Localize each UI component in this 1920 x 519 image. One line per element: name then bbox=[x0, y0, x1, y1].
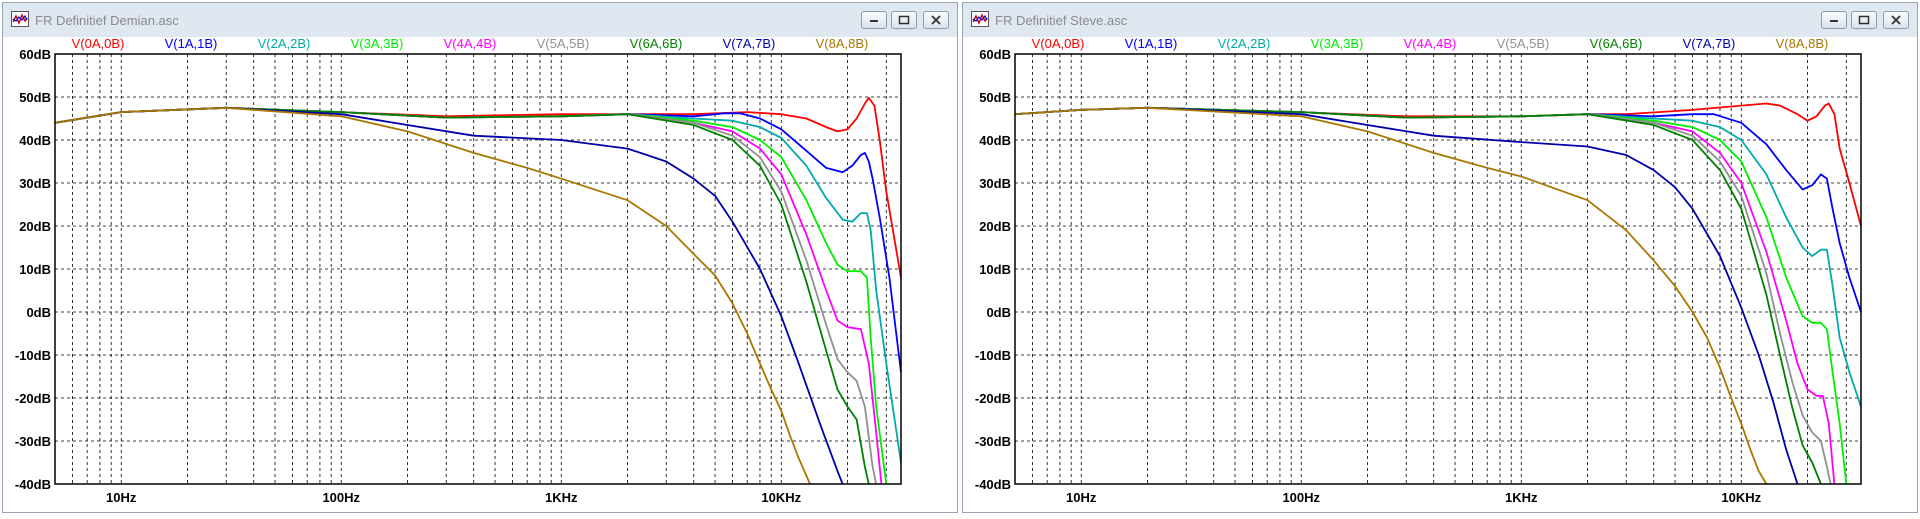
y-tick-label: -40dB bbox=[975, 477, 1011, 492]
y-tick-label: 50dB bbox=[979, 90, 1011, 105]
legend-entry[interactable]: V(3A,3B) bbox=[1311, 37, 1364, 51]
x-tick-label: 10KHz bbox=[1721, 490, 1761, 505]
series-line-0 bbox=[1014, 102, 1862, 227]
series-line-6 bbox=[54, 106, 870, 485]
series-line-7 bbox=[54, 106, 844, 485]
series-line-8 bbox=[54, 106, 811, 485]
y-tick-label: -20dB bbox=[975, 391, 1011, 406]
y-tick-label: -30dB bbox=[975, 434, 1011, 449]
x-tick-label: 10KHz bbox=[761, 490, 801, 505]
series-line-2 bbox=[54, 106, 902, 463]
series-group bbox=[1014, 102, 1862, 485]
legend-entry[interactable]: V(6A,6B) bbox=[1590, 37, 1643, 51]
legend-entry[interactable]: V(7A,7B) bbox=[1683, 37, 1736, 51]
waveform-app-icon bbox=[971, 11, 989, 27]
y-tick-label: 60dB bbox=[979, 47, 1011, 62]
y-tick-label: 10dB bbox=[979, 262, 1011, 277]
y-tick-label: 10dB bbox=[19, 262, 51, 277]
window-title: FR Definitief Demian.asc bbox=[35, 13, 179, 28]
x-tick-label: 1KHz bbox=[1505, 490, 1538, 505]
series-line-1 bbox=[1014, 106, 1862, 313]
y-tick-label: 0dB bbox=[986, 305, 1011, 320]
legend: V(0A,0B) V(1A,1B) V(2A,2B) V(3A,3B) V(4A,4B)… bbox=[1032, 37, 1829, 51]
close-icon bbox=[1891, 15, 1901, 25]
series-line-2 bbox=[1014, 106, 1862, 407]
plot-window-demian: FR Definitief Demian.asc 60dB 50dB 40dB 30d… bbox=[2, 2, 958, 513]
y-tick-label: -40dB bbox=[15, 477, 51, 492]
plot-frame bbox=[1014, 53, 1862, 485]
legend: V(0A,0B) V(1A,1B) V(2A,2B) V(3A,3B) V(4A,4B)… bbox=[72, 37, 869, 51]
y-tick-label: 40dB bbox=[979, 133, 1011, 148]
x-tick-label: 100Hz bbox=[322, 490, 360, 505]
y-tick-label: 50dB bbox=[19, 90, 51, 105]
y-tick-label: 20dB bbox=[979, 219, 1011, 234]
maximize-button[interactable] bbox=[891, 11, 917, 29]
legend-entry[interactable]: V(1A,1B) bbox=[165, 37, 218, 51]
legend-entry[interactable]: V(0A,0B) bbox=[72, 37, 125, 51]
close-button[interactable] bbox=[923, 11, 949, 29]
legend-entry[interactable]: V(6A,6B) bbox=[630, 37, 683, 51]
grid bbox=[1015, 54, 1861, 484]
x-tick-label: 100Hz bbox=[1282, 490, 1320, 505]
series-group bbox=[54, 97, 902, 485]
window-titlebar[interactable]: FR Definitief Demian.asc bbox=[3, 3, 957, 37]
series-line-1 bbox=[54, 106, 902, 373]
legend-entry[interactable]: V(7A,7B) bbox=[723, 37, 776, 51]
legend-entry[interactable]: V(2A,2B) bbox=[1218, 37, 1271, 51]
waveform-app-icon bbox=[11, 11, 29, 27]
maximize-icon bbox=[898, 15, 910, 25]
legend-entry[interactable]: V(5A,5B) bbox=[537, 37, 590, 51]
legend-entry[interactable]: V(4A,4B) bbox=[1404, 37, 1457, 51]
window-titlebar[interactable]: FR Definitief Steve.asc bbox=[963, 3, 1917, 37]
close-button[interactable] bbox=[1883, 11, 1909, 29]
legend-entry[interactable]: V(8A,8B) bbox=[1776, 37, 1829, 51]
series-line-4 bbox=[1014, 106, 1836, 485]
plot-window-steve: FR Definitief Steve.asc 60dB 50dB 40dB 30dB… bbox=[962, 2, 1918, 513]
plot-pane[interactable]: 60dB 50dB 40dB 30dB 20dB 10dB 0dB -10dB -20dB -30… bbox=[3, 37, 957, 512]
minimize-icon bbox=[870, 20, 878, 22]
grid bbox=[55, 54, 901, 484]
series-line-7 bbox=[1014, 106, 1799, 485]
legend-entry[interactable]: V(4A,4B) bbox=[444, 37, 497, 51]
y-tick-label: -10dB bbox=[15, 348, 51, 363]
series-line-5 bbox=[1014, 106, 1832, 485]
x-tick-label: 10Hz bbox=[1066, 490, 1097, 505]
legend-entry[interactable]: V(0A,0B) bbox=[1032, 37, 1085, 51]
y-tick-label: 40dB bbox=[19, 133, 51, 148]
frequency-response-chart[interactable]: 60dB 50dB 40dB 30dB 20dB 10dB 0dB -10dB -20dB -30… bbox=[963, 37, 1917, 512]
maximize-button[interactable] bbox=[1851, 11, 1877, 29]
legend-entry[interactable]: V(3A,3B) bbox=[351, 37, 404, 51]
series-line-6 bbox=[1014, 106, 1822, 485]
legend-entry[interactable]: V(5A,5B) bbox=[1497, 37, 1550, 51]
x-tick-label: 1KHz bbox=[545, 490, 578, 505]
close-icon bbox=[931, 15, 941, 25]
y-tick-label: 60dB bbox=[19, 47, 51, 62]
series-line-8 bbox=[1014, 106, 1768, 485]
y-tick-label: 30dB bbox=[19, 176, 51, 191]
y-tick-label: -20dB bbox=[15, 391, 51, 406]
y-tick-label: 30dB bbox=[979, 176, 1011, 191]
minimize-button[interactable] bbox=[861, 11, 887, 29]
plot-pane[interactable]: 60dB 50dB 40dB 30dB 20dB 10dB 0dB -10dB -20dB -30… bbox=[963, 37, 1917, 512]
legend-entry[interactable]: V(2A,2B) bbox=[258, 37, 311, 51]
frequency-response-chart[interactable]: 60dB 50dB 40dB 30dB 20dB 10dB 0dB -10dB -20dB -30… bbox=[3, 37, 957, 512]
series-line-3 bbox=[54, 106, 888, 485]
minimize-button[interactable] bbox=[1821, 11, 1847, 29]
y-tick-label: 0dB bbox=[26, 305, 51, 320]
series-line-5 bbox=[54, 106, 878, 485]
window-title: FR Definitief Steve.asc bbox=[995, 13, 1128, 28]
legend-entry[interactable]: V(8A,8B) bbox=[816, 37, 869, 51]
minimize-icon bbox=[1830, 20, 1838, 22]
y-tick-label: -10dB bbox=[975, 348, 1011, 363]
plot-frame bbox=[54, 53, 902, 485]
maximize-icon bbox=[1858, 15, 1870, 25]
y-tick-label: -30dB bbox=[15, 434, 51, 449]
x-tick-label: 10Hz bbox=[106, 490, 137, 505]
legend-entry[interactable]: V(1A,1B) bbox=[1125, 37, 1178, 51]
y-tick-label: 20dB bbox=[19, 219, 51, 234]
